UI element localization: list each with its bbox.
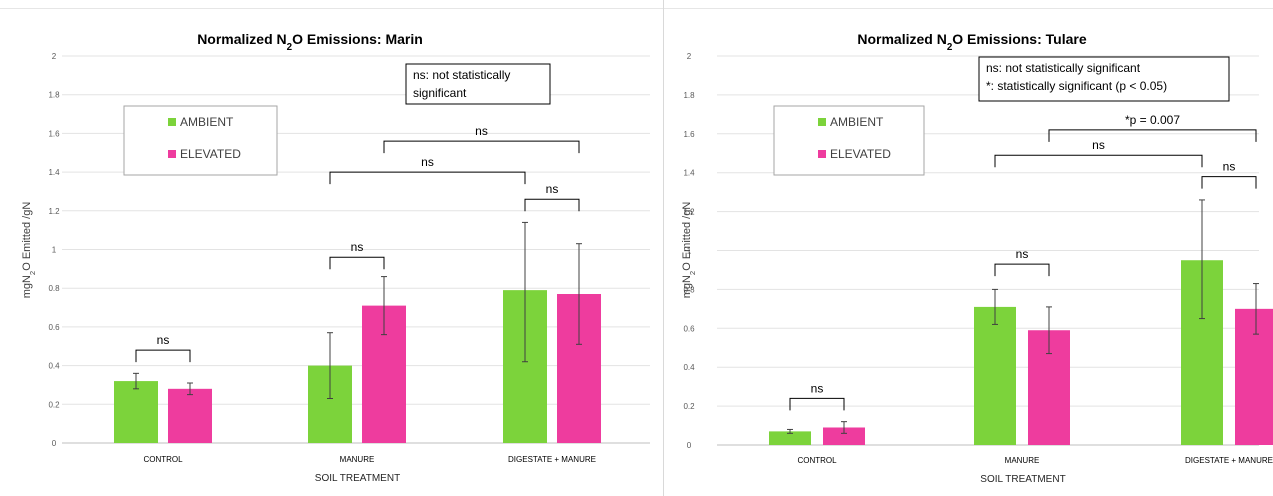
category-label: CONTROL xyxy=(797,456,837,465)
category-label: DIGESTATE + MANURE xyxy=(1185,456,1273,465)
chart-marin: 0 0.2 0.4 0.6 0.8 1 1.2 1.4 1.6 1.8 2 Normalized N2… xyxy=(21,31,650,484)
y-tick-label: 0.8 xyxy=(48,284,60,293)
y-axis-label: mgN2O Emitted /gN xyxy=(681,202,697,299)
significance-bracket xyxy=(1048,129,1257,142)
y-tick-label: 0.4 xyxy=(683,363,695,372)
legend-swatch-ambient xyxy=(818,118,826,126)
significance-bracket xyxy=(1201,176,1257,189)
significance-bracket xyxy=(329,256,385,270)
y-tick-label: 2 xyxy=(687,52,692,61)
legend-label-ambient: AMBIENT xyxy=(180,115,234,129)
y-tick-label: 0 xyxy=(687,441,692,450)
y-tick-label: 0.6 xyxy=(48,323,60,332)
y-tick-label: 1.6 xyxy=(48,129,60,138)
bar-elevated xyxy=(823,427,865,445)
legend-swatch-elevated xyxy=(168,150,176,158)
significance-bracket xyxy=(524,198,580,212)
y-tick-label: 1.2 xyxy=(48,207,60,216)
legend-box xyxy=(773,105,925,176)
chart-tulare: 0 0.2 0.4 0.6 0.8 1 1.2 1.4 1.6 1.8 2 Normalized N2… xyxy=(681,31,1273,485)
note-box xyxy=(405,63,551,105)
y-tick-label: 1.4 xyxy=(48,168,60,177)
chart-title: Normalized N2O Emissions: Tulare xyxy=(857,31,1086,53)
significance-label: ns xyxy=(475,124,488,138)
y-tick-label: 1 xyxy=(687,247,692,256)
bar-elevated xyxy=(1235,308,1273,445)
y-tick-label: 0 xyxy=(52,439,57,448)
significance-label: ns xyxy=(157,333,170,347)
panel-divider xyxy=(663,0,664,496)
legend-box xyxy=(123,105,278,176)
y-tick-label: 1.4 xyxy=(683,169,695,178)
y-tick-label: 1.8 xyxy=(683,91,695,100)
legend-label-elevated: ELEVATED xyxy=(830,147,891,161)
legend-label-ambient: AMBIENT xyxy=(830,115,884,129)
y-tick-label: 0.6 xyxy=(683,324,695,333)
bar-ambient xyxy=(974,306,1016,445)
legend-swatch-ambient xyxy=(168,118,176,126)
significance-bracket xyxy=(135,349,191,363)
significance-label: *p = 0.007 xyxy=(1125,113,1180,127)
legend-label-elevated: ELEVATED xyxy=(180,147,241,161)
y-tick-label: 0.2 xyxy=(683,402,695,411)
y-tick-label: 1.6 xyxy=(683,130,695,139)
y-tick-label: 1.8 xyxy=(48,91,60,100)
significance-label: ns xyxy=(421,155,434,169)
significance-bracket xyxy=(994,263,1050,277)
note-text: ns: not statistically significant xyxy=(986,61,1141,75)
bar-elevated xyxy=(168,388,212,443)
significance-label: ns xyxy=(811,381,824,395)
top-rule xyxy=(0,8,1273,9)
y-tick-label: 1 xyxy=(52,246,57,255)
note-text: ns: not statistically xyxy=(413,68,510,82)
x-axis-label: SOIL TREATMENT xyxy=(980,474,1065,485)
bar-ambient xyxy=(769,431,811,445)
y-axis-label: mgN2O Emitted /gN xyxy=(21,202,37,299)
category-label: CONTROL xyxy=(143,455,183,464)
significance-label: ns xyxy=(1016,247,1029,261)
y-tick-label: 1.2 xyxy=(683,208,695,217)
significance-bracket xyxy=(383,140,580,154)
chart-title: Normalized N2O Emissions: Marin xyxy=(197,31,423,53)
y-tick-label: 0.4 xyxy=(48,362,60,371)
significance-label: ns xyxy=(351,240,364,254)
note-text: significant xyxy=(413,86,467,100)
significance-bracket xyxy=(994,154,1203,168)
bar-ambient xyxy=(114,381,158,443)
note-box xyxy=(978,56,1230,102)
significance-bracket xyxy=(789,397,845,411)
note-text: *: statistically significant (p < 0.05) xyxy=(986,79,1167,93)
category-label: MANURE xyxy=(340,455,375,464)
legend-swatch-elevated xyxy=(818,150,826,158)
significance-label: ns xyxy=(1223,160,1236,174)
y-tick-label: 0.8 xyxy=(683,285,695,294)
y-tick-label: 2 xyxy=(52,52,57,61)
significance-label: ns xyxy=(1092,138,1105,152)
significance-bracket xyxy=(329,171,526,185)
y-tick-label: 0.2 xyxy=(48,400,60,409)
x-axis-label: SOIL TREATMENT xyxy=(315,473,400,484)
category-label: MANURE xyxy=(1005,456,1040,465)
significance-label: ns xyxy=(546,182,559,196)
category-label: DIGESTATE + MANURE xyxy=(508,455,596,464)
